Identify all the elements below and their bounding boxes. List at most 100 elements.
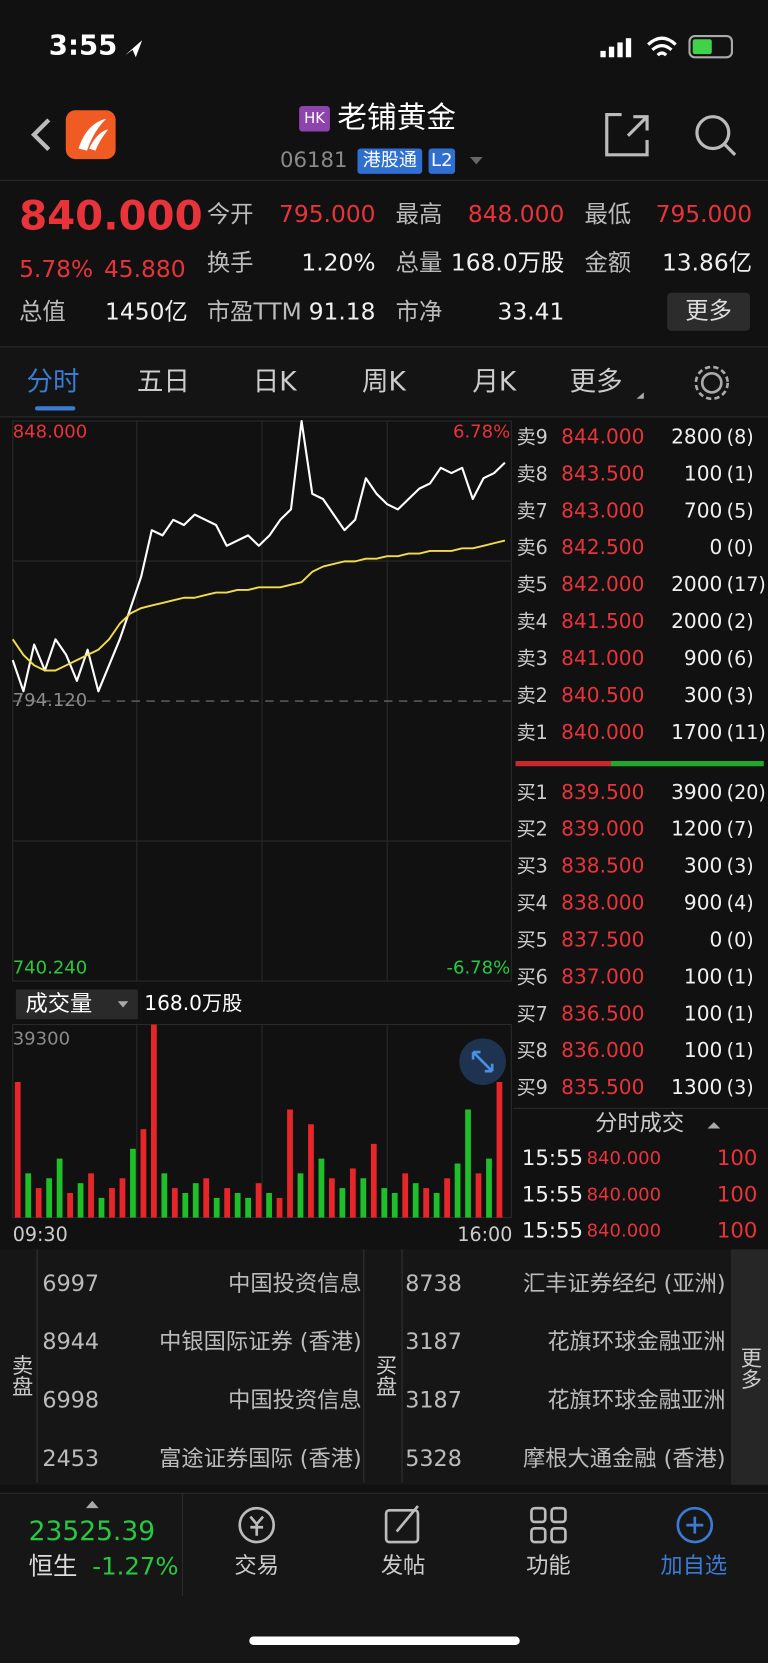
stat-value: 795.000 (279, 200, 375, 228)
broker-code: 5328 (405, 1446, 462, 1472)
order-level: 买6 (517, 965, 548, 988)
trade-time: 15:55 (522, 1182, 583, 1207)
change-percent: 5.78% (19, 255, 93, 283)
order-price: 841.000 (561, 646, 644, 670)
order-volume: 900 (684, 646, 722, 670)
order-level: 买2 (517, 818, 548, 841)
volume-bar (255, 1183, 262, 1218)
tab[interactable]: 五日 (137, 366, 190, 397)
order-level: 卖4 (517, 610, 548, 633)
broker-more-button[interactable] (730, 1249, 768, 1485)
wifi-icon (647, 36, 677, 57)
broker-code: 3187 (405, 1329, 462, 1355)
order-price: 836.500 (561, 1001, 644, 1025)
stock-code: 06181 (280, 148, 347, 173)
more-button-text[interactable]: 更多 (685, 296, 732, 324)
volume-bar (98, 1197, 105, 1218)
order-count: (7) (727, 818, 754, 841)
stat-label: 最高 (396, 200, 443, 228)
order-volume: 100 (684, 1038, 722, 1062)
order-volume: 1200 (671, 817, 722, 841)
order-price: 843.000 (561, 498, 644, 522)
volume-title[interactable]: 成交量 (25, 991, 92, 1017)
nav-item[interactable]: 功能 (526, 1553, 571, 1579)
volume-selector[interactable] (15, 989, 138, 1020)
order-volume: 300 (684, 683, 722, 707)
broker-code: 8944 (42, 1329, 99, 1355)
volume-bar (150, 1024, 157, 1218)
stat-value: 91.18 (309, 297, 376, 325)
nav-item[interactable]: 交易 (234, 1553, 279, 1579)
y-tick-label: 848.000 (13, 422, 88, 443)
order-price: 839.000 (561, 817, 644, 841)
order-price: 841.500 (561, 609, 644, 633)
settings-gear (694, 365, 730, 401)
tab[interactable]: 月K (472, 366, 517, 397)
volume-bar (35, 1188, 42, 1218)
share-button[interactable] (605, 112, 649, 157)
order-count: (8) (727, 426, 754, 449)
volume-bar (433, 1192, 440, 1218)
broker-more[interactable]: 更多 (737, 1347, 762, 1390)
trade-volume: 100 (717, 1182, 757, 1207)
order-level: 卖5 (517, 573, 548, 596)
more-button[interactable] (667, 292, 750, 331)
order-volume: 300 (684, 854, 722, 878)
search-button[interactable] (695, 115, 731, 151)
index-name: 恒生 (29, 1552, 78, 1581)
stat-label: 市净 (396, 297, 443, 325)
home-indicator (249, 1636, 520, 1645)
tag-text: 港股通 (363, 150, 417, 171)
order-price: 842.500 (561, 535, 644, 559)
order-price: 838.500 (561, 854, 644, 878)
battery-level (692, 39, 712, 55)
tab[interactable]: 日K (253, 366, 298, 397)
order-volume: 0 (710, 535, 723, 559)
nav-item[interactable]: 发帖 (381, 1553, 426, 1579)
y2-tick-label: -6.78% (446, 957, 510, 978)
order-level: 买8 (517, 1039, 548, 1062)
order-price: 842.000 (561, 572, 644, 596)
volume-bar (486, 1158, 492, 1218)
index-toggle[interactable] (85, 1500, 99, 1509)
logo-mark (78, 118, 109, 151)
order-price: 843.500 (561, 461, 644, 485)
trades-toggle[interactable] (707, 1122, 721, 1129)
back-button[interactable] (30, 118, 51, 152)
volume-bar (465, 1109, 471, 1218)
order-level: 买5 (517, 928, 548, 951)
order-level: 卖2 (517, 684, 548, 707)
bottom-bar (0, 1493, 768, 1663)
broker-name: 中国投资信息 (228, 1388, 362, 1414)
dropdown-arrow[interactable] (469, 156, 483, 165)
tab-bar (0, 346, 768, 418)
trade-price: 840.000 (587, 1184, 662, 1205)
order-count: (6) (727, 647, 754, 670)
stat-label: 市盈TTM (207, 297, 302, 325)
volume-bar (14, 1081, 21, 1218)
order-price: 837.500 (561, 927, 644, 951)
order-level: 卖9 (517, 426, 548, 449)
tab[interactable]: 分时 (27, 366, 80, 397)
tag-badge (357, 148, 423, 174)
order-volume: 0 (710, 927, 723, 951)
order-price: 838.000 (561, 891, 644, 915)
stat-label: 总值 (19, 297, 66, 325)
order-volume: 700 (684, 498, 722, 522)
order-count: (1) (727, 965, 754, 988)
status-time: 3:55 (49, 29, 118, 62)
stat-label: 换手 (207, 249, 254, 277)
order-price: 835.500 (561, 1075, 644, 1099)
tab[interactable]: 周K (362, 366, 407, 397)
stock-name: 老铺黄金 (337, 100, 456, 135)
order-price: 837.000 (561, 964, 644, 988)
y2-tick-label: 6.78% (453, 422, 510, 443)
broker-code: 6997 (42, 1271, 99, 1297)
broker-name: 花旗环球金融亚洲 (547, 1329, 725, 1355)
order-level: 买1 (517, 781, 548, 804)
tab[interactable]: 更多 (570, 366, 623, 397)
settings-button[interactable] (700, 372, 723, 394)
volume-bar (192, 1183, 199, 1218)
nav-item[interactable]: 加自选 (660, 1553, 727, 1579)
order-price: 839.500 (561, 780, 644, 804)
